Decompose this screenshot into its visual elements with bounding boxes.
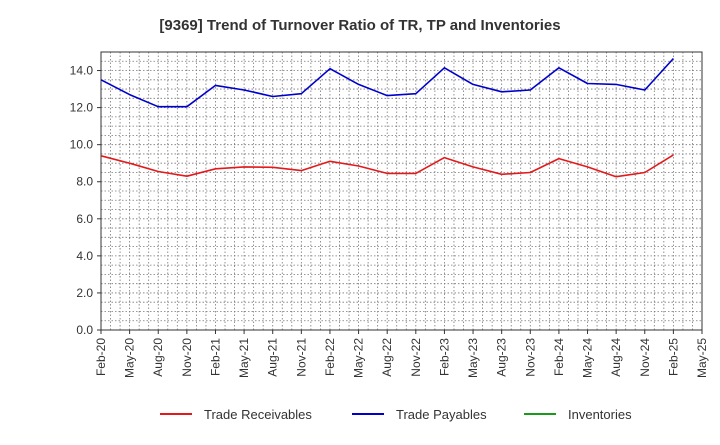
x-tick-label: Aug-24: [609, 338, 623, 377]
plot-frame: [100, 51, 703, 331]
x-tick-label: May-22: [352, 338, 366, 378]
x-tick-label: Aug-20: [151, 338, 165, 377]
x-tick-label: Feb-24: [552, 338, 566, 376]
legend: Trade Receivables Trade Payables Inventori…: [160, 407, 632, 422]
x-tick-label: May-21: [237, 338, 251, 378]
axes: 0.0 2.0 4.0 6.0 8.0 10.0 12.0 14.0 Feb-20 May-20 A…: [70, 51, 709, 378]
x-tick-label: Feb-21: [208, 338, 222, 376]
series-line-trade-payables: [100, 57, 674, 108]
x-tick-label: Nov-22: [409, 338, 423, 377]
x-tick-label: Feb-22: [323, 338, 337, 376]
x-tick-label: Aug-23: [495, 338, 509, 377]
x-tick-label: Nov-23: [523, 338, 537, 377]
x-tick-label: Nov-21: [294, 338, 308, 377]
x-tick-label: May-25: [695, 338, 709, 378]
series-line-trade-receivables: [100, 154, 674, 178]
x-tick-label: Feb-25: [666, 338, 680, 376]
y-tick-label: 12.0: [70, 101, 94, 115]
grid: [101, 52, 702, 330]
legend-label: Inventories: [568, 407, 632, 422]
series-lines: [100, 57, 674, 178]
x-tick-label: May-23: [466, 338, 480, 378]
y-tick-label: 2.0: [76, 286, 93, 300]
x-tick-label: May-20: [123, 338, 137, 378]
x-tick-label: May-24: [581, 338, 595, 378]
x-tick-label: Aug-22: [380, 338, 394, 377]
y-tick-label: 8.0: [76, 175, 93, 189]
x-tick-label: Feb-23: [437, 338, 451, 376]
y-tick-label: 14.0: [70, 64, 94, 78]
y-tick-label: 4.0: [76, 249, 93, 263]
y-tick-label: 0.0: [76, 323, 93, 337]
x-tick-label: Aug-21: [266, 338, 280, 377]
chart-title: [9369] Trend of Turnover Ratio of TR, TP…: [159, 17, 560, 34]
y-tick-label: 10.0: [70, 138, 94, 152]
legend-label: Trade Receivables: [204, 407, 312, 422]
x-tick-label: Nov-24: [638, 338, 652, 377]
x-tick-label: Nov-20: [180, 338, 194, 377]
x-tick-label: Feb-20: [94, 338, 108, 376]
legend-label: Trade Payables: [396, 407, 487, 422]
y-tick-label: 6.0: [76, 212, 93, 226]
